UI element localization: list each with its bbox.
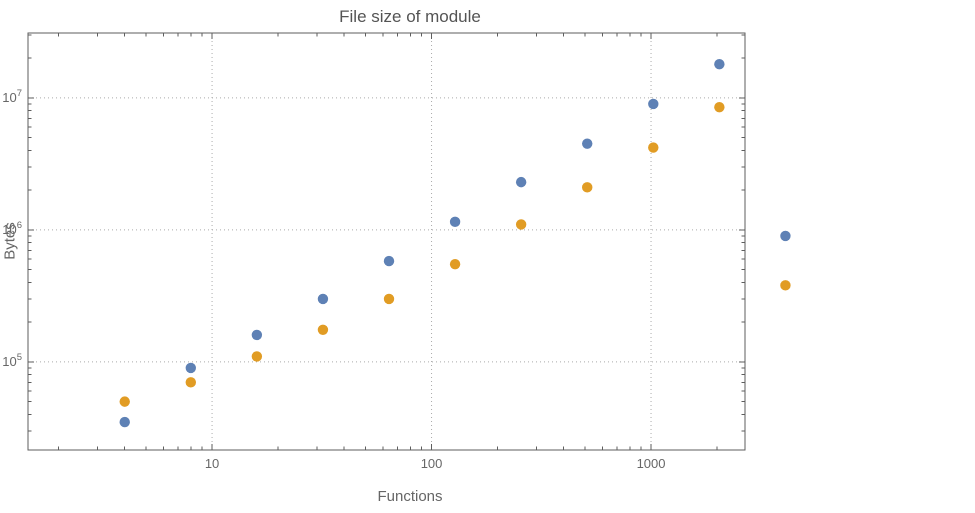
data-point-series-1-blue (582, 138, 593, 149)
data-point-series-2-orange (714, 101, 725, 113)
data-point-series-2-orange (119, 396, 130, 407)
x-tick-label: 1000 (637, 456, 666, 471)
data-point-series-1-blue (515, 176, 527, 188)
data-point-series-1-blue (383, 255, 395, 267)
data-point-series-2-orange (185, 377, 196, 388)
data-point-series-2-orange (780, 280, 791, 291)
data-point-series-2-orange (449, 258, 461, 270)
plot-frame-border (27, 32, 746, 451)
data-point-series-2-orange (648, 142, 659, 153)
data-point-series-1-blue (648, 98, 659, 110)
y-tick-label: 105 (2, 352, 22, 369)
data-point-series-1-blue (317, 293, 329, 305)
data-point-series-1-blue (251, 329, 263, 341)
data-point-series-1-blue (119, 416, 130, 428)
data-point-series-1-blue (714, 58, 725, 70)
data-point-series-2-orange (383, 293, 395, 305)
data-point-series-1-blue (185, 362, 196, 374)
y-tick-label: 107 (2, 88, 22, 105)
x-axis-label: Functions (377, 488, 443, 505)
y-axis-label: Bytes (1, 222, 19, 260)
x-tick-label: 10 (205, 456, 219, 471)
y-tick-label: 106 (2, 220, 22, 237)
x-tick-label: 100 (421, 456, 443, 471)
data-point-series-1-blue (449, 216, 461, 228)
data-point-series-2-orange (251, 351, 263, 362)
data-point-series-2-orange (582, 182, 593, 193)
chart-title: File size of module (339, 7, 481, 26)
data-point-series-1-blue (780, 230, 791, 242)
data-point-series-2-orange (317, 324, 329, 335)
data-point-series-2-orange (515, 219, 527, 230)
